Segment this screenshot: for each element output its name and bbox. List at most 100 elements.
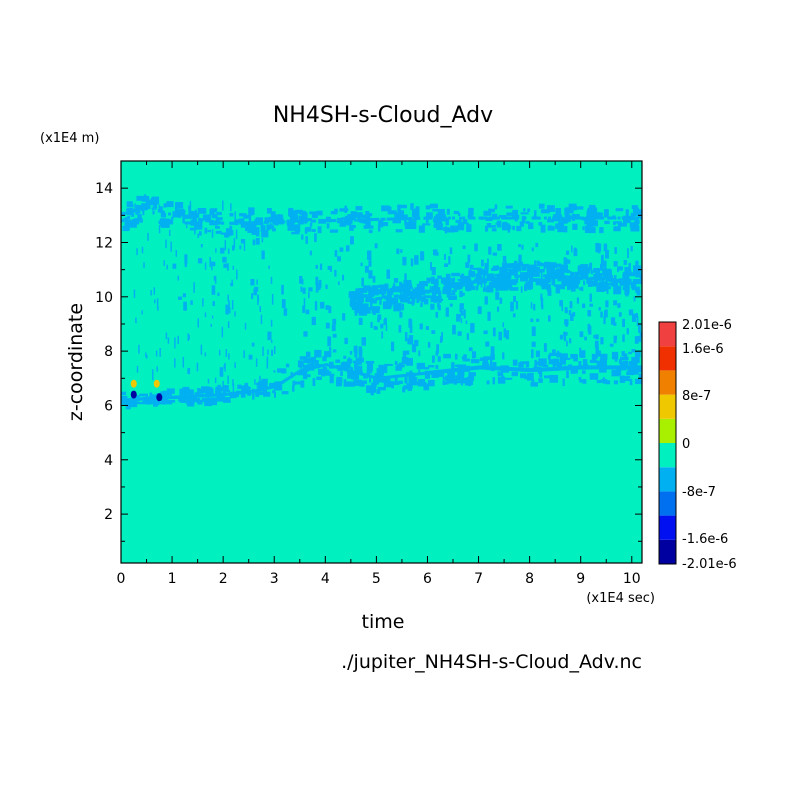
heatmap-cell (559, 300, 563, 307)
heatmap-cell (193, 398, 199, 402)
heatmap-cell (370, 375, 374, 379)
heatmap-cell (414, 339, 419, 347)
heatmap-cell (454, 368, 458, 373)
heatmap-cell (420, 290, 424, 294)
heatmap-cell (522, 276, 527, 280)
heatmap-cell (517, 367, 521, 372)
y-tick-label: 10 (95, 290, 113, 306)
heatmap-cell (341, 367, 345, 371)
heatmap-cell (470, 216, 474, 220)
heatmap-cell (619, 375, 626, 383)
heatmap-cell (229, 392, 233, 396)
heatmap-cell (418, 350, 421, 357)
heatmap-cell (600, 254, 604, 264)
heatmap-cell (514, 265, 517, 273)
heatmap-cell (589, 303, 593, 307)
heatmap-cell (291, 221, 294, 228)
heatmap-cell (353, 215, 356, 219)
heatmap-cell (358, 218, 362, 222)
colorbar-swatch (659, 370, 676, 395)
heatmap-cell (214, 377, 217, 384)
heatmap-cell (358, 348, 363, 358)
heatmap-cell (540, 272, 543, 281)
heatmap-cell (521, 264, 527, 271)
heatmap-cell (277, 368, 284, 373)
heatmap-cell (574, 365, 578, 370)
heatmap-cell (151, 369, 154, 381)
x-tick-label: 8 (525, 571, 534, 587)
heatmap-cell (559, 275, 563, 279)
heatmap-cell (487, 258, 489, 264)
heatmap-cell (161, 396, 165, 400)
heatmap-cell (627, 272, 637, 277)
heatmap-cell (350, 296, 356, 305)
heatmap-cell (470, 323, 475, 333)
heatmap-cell (520, 212, 529, 215)
heatmap-cell (435, 369, 439, 374)
heatmap-cell (634, 336, 639, 344)
heatmap-cell (125, 398, 129, 402)
heatmap-cell (310, 356, 317, 364)
heatmap-cell (210, 393, 214, 397)
heatmap-cell (391, 381, 395, 389)
heatmap-cell (453, 210, 460, 215)
heatmap-cell (601, 276, 604, 284)
heatmap-cell (484, 262, 489, 271)
heatmap-extremum (130, 379, 137, 388)
heatmap-cell (613, 365, 617, 370)
heatmap-cell (209, 208, 215, 216)
heatmap-cell (255, 221, 259, 225)
heatmap-cell (576, 216, 580, 220)
heatmap-cell (268, 386, 272, 390)
heatmap-cell (594, 273, 603, 281)
heatmap-cell (260, 314, 263, 325)
heatmap-cell (548, 359, 555, 365)
heatmap-cell (624, 282, 629, 287)
heatmap-cell (298, 369, 302, 373)
heatmap-cell (134, 218, 140, 225)
heatmap-cell (410, 258, 414, 267)
heatmap-cell (253, 221, 257, 225)
heatmap-cell (564, 208, 568, 216)
heatmap-cell (568, 366, 572, 371)
heatmap-extremum (156, 393, 163, 402)
heatmap-cell (378, 370, 383, 376)
heatmap-cell (215, 248, 217, 253)
heatmap-cell (408, 217, 413, 225)
heatmap-cell (566, 370, 569, 379)
heatmap-cell (488, 216, 492, 220)
heatmap-cell (130, 400, 138, 408)
heatmap-cell (586, 365, 590, 370)
heatmap-cell (434, 297, 442, 301)
heatmap-cell (270, 319, 273, 327)
heatmap-cell (603, 261, 607, 271)
heatmap-cell (136, 195, 145, 201)
heatmap-cell (150, 197, 157, 201)
heatmap-cell (462, 367, 466, 372)
heatmap-cell (327, 336, 332, 347)
heatmap-cell (511, 216, 515, 220)
heatmap-cell (395, 294, 399, 298)
heatmap-cell (157, 209, 161, 213)
heatmap-cell (423, 216, 427, 220)
heatmap-cell (550, 367, 554, 372)
heatmap-cell (251, 342, 255, 347)
heatmap-cell (430, 261, 433, 271)
heatmap-cell (546, 274, 550, 278)
heatmap-cell (528, 222, 534, 230)
heatmap-cell (470, 359, 480, 364)
heatmap-cell (556, 285, 565, 290)
heatmap-cell (422, 290, 426, 294)
heatmap-cell (261, 387, 265, 391)
heatmap-cell (495, 286, 499, 291)
heatmap-cell (480, 282, 483, 288)
heatmap-cell (237, 391, 241, 395)
heatmap-cell (357, 301, 361, 306)
heatmap-cell (147, 232, 149, 241)
heatmap-cell (365, 308, 371, 314)
heatmap-cell (472, 216, 476, 220)
heatmap-cell (243, 243, 246, 251)
heatmap-cell (588, 325, 592, 335)
heatmap-cell (631, 356, 640, 364)
heatmap-cell (371, 297, 375, 301)
